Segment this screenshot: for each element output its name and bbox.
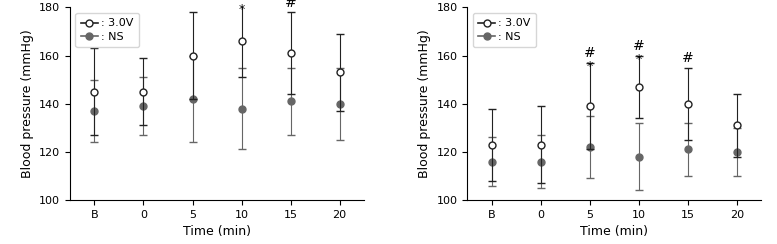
Text: #: #	[584, 46, 596, 60]
Y-axis label: Blood pressure (mmHg): Blood pressure (mmHg)	[418, 29, 430, 178]
Text: #: #	[682, 51, 694, 65]
Text: *: *	[587, 60, 593, 73]
X-axis label: Time (min): Time (min)	[183, 225, 251, 238]
Legend: : 3.0V, : NS: : 3.0V, : NS	[75, 13, 139, 47]
Text: #: #	[235, 0, 247, 2]
Text: #: #	[633, 39, 645, 53]
Legend: : 3.0V, : NS: : 3.0V, : NS	[472, 13, 536, 47]
Text: *: *	[636, 53, 642, 66]
Y-axis label: Blood pressure (mmHg): Blood pressure (mmHg)	[20, 29, 33, 178]
Text: *: *	[239, 2, 245, 16]
Text: #: #	[284, 0, 297, 10]
X-axis label: Time (min): Time (min)	[580, 225, 648, 238]
